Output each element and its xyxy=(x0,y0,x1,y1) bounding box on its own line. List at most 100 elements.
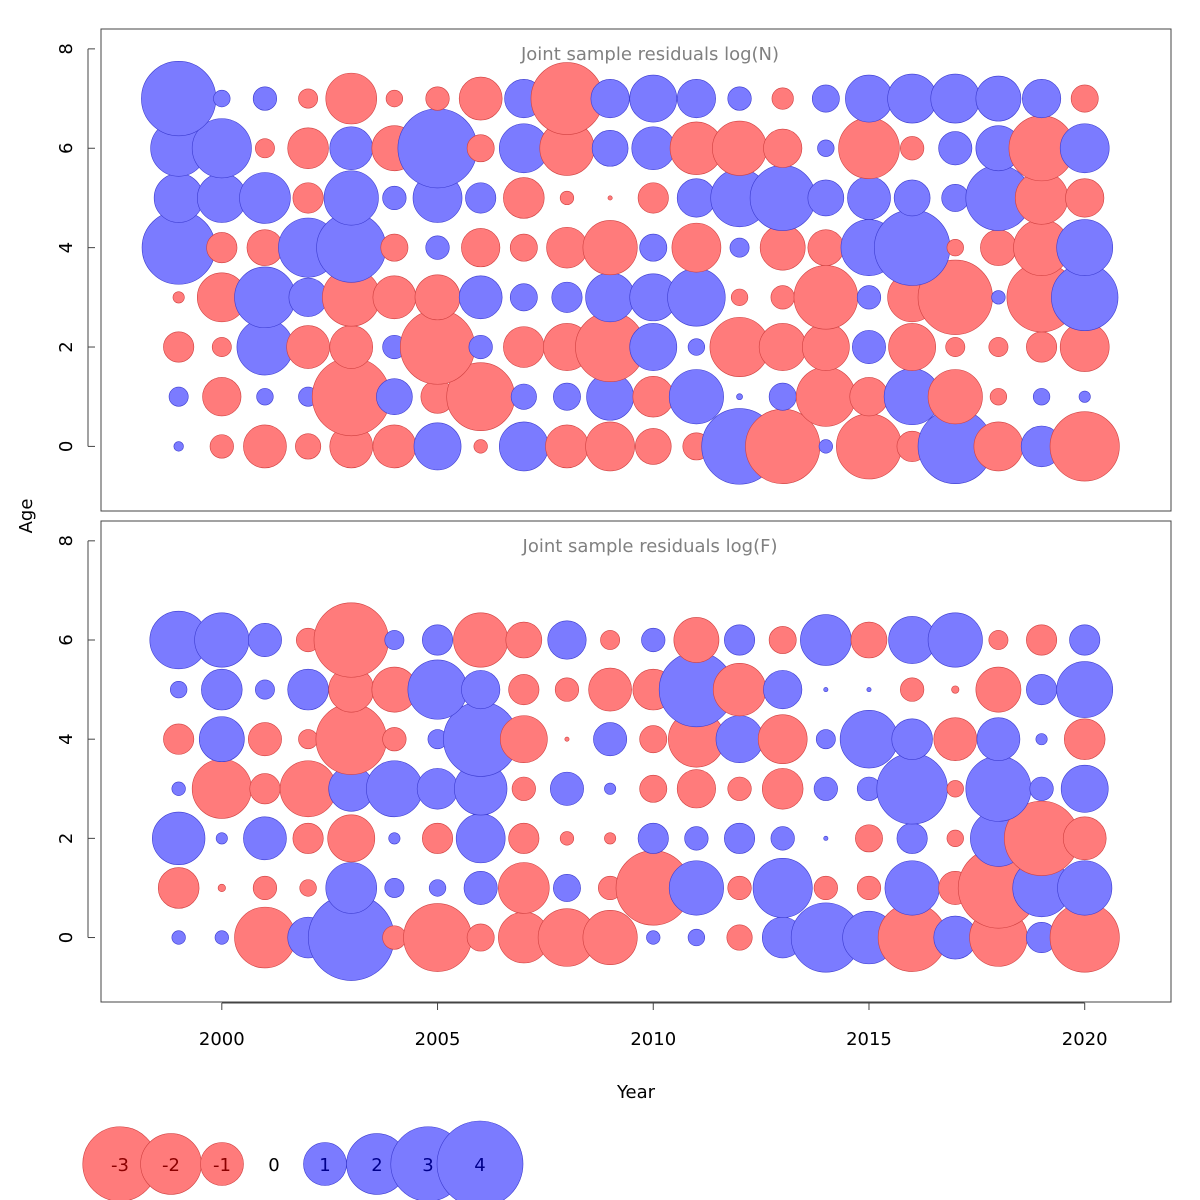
bubble xyxy=(980,229,1017,266)
legend-bubble xyxy=(200,1142,244,1186)
bubble xyxy=(687,338,706,356)
bubble xyxy=(763,670,803,710)
y-tick-label: 8 xyxy=(56,43,77,54)
bubble xyxy=(286,325,330,369)
bubble xyxy=(376,378,413,416)
bubble xyxy=(807,229,845,266)
legend-label: -2 xyxy=(162,1155,180,1176)
bubble xyxy=(299,879,317,897)
bubble xyxy=(191,118,252,179)
bubble xyxy=(468,334,493,360)
bubble xyxy=(202,377,242,417)
bubble xyxy=(1035,733,1048,746)
bubble xyxy=(553,874,581,902)
bubble xyxy=(945,337,966,357)
panel-logN-title: Joint sample residuals log(N) xyxy=(520,44,779,65)
bubble xyxy=(191,758,252,819)
y-tick-label: 6 xyxy=(56,143,77,154)
bubble xyxy=(975,666,1022,713)
bubble xyxy=(866,687,872,693)
bubble xyxy=(632,376,674,418)
bubble xyxy=(388,832,401,845)
bubble xyxy=(585,272,635,323)
bubble xyxy=(817,139,835,157)
bubble xyxy=(252,86,278,111)
bubble xyxy=(403,903,472,972)
bubble xyxy=(505,621,543,659)
bubble xyxy=(172,291,185,304)
bubble xyxy=(329,126,374,171)
bubble xyxy=(585,421,635,472)
bubble xyxy=(380,233,409,262)
bubble xyxy=(1026,624,1058,656)
bubble xyxy=(198,716,245,763)
bubble xyxy=(593,722,628,757)
bubble xyxy=(163,723,195,755)
bubble xyxy=(759,224,806,271)
bubble xyxy=(988,337,1009,357)
bubble xyxy=(975,75,1022,122)
bubble xyxy=(730,288,749,306)
bubble xyxy=(847,176,891,220)
legend: -3 -2 -1 0 1 2 3 4 xyxy=(82,1120,524,1200)
bubble xyxy=(141,61,217,137)
bubble xyxy=(763,128,803,168)
bubble xyxy=(758,323,807,371)
bubble xyxy=(243,424,287,469)
legend-label: -1 xyxy=(213,1155,231,1176)
bubble xyxy=(815,729,836,750)
bubble xyxy=(712,120,768,176)
bubble xyxy=(249,773,281,805)
bubble xyxy=(807,179,845,217)
bubble xyxy=(736,393,743,401)
bubble xyxy=(407,659,468,720)
bubble xyxy=(372,424,417,469)
panel-logN-y-axis: 0 2 4 6 8 xyxy=(56,43,95,452)
bubble xyxy=(298,729,319,750)
bubble xyxy=(325,72,377,125)
bubble xyxy=(163,331,195,363)
bubble xyxy=(646,930,661,945)
bubble xyxy=(927,612,983,668)
bubble xyxy=(295,433,322,460)
bubble xyxy=(413,422,462,471)
bubble xyxy=(255,138,275,159)
bubble xyxy=(463,870,498,905)
bubble xyxy=(712,662,767,717)
bubble xyxy=(845,74,893,123)
bubble xyxy=(399,309,476,385)
y-tick-label: 2 xyxy=(56,833,77,844)
bubble xyxy=(604,832,617,845)
bubble xyxy=(372,275,417,320)
bubble xyxy=(508,674,540,706)
bubble xyxy=(873,209,951,286)
bubble xyxy=(800,614,852,666)
bubble xyxy=(715,715,764,764)
bubble xyxy=(466,923,495,952)
bubble xyxy=(668,369,724,425)
bubble xyxy=(385,89,404,108)
bubble xyxy=(559,831,575,846)
bubble xyxy=(503,177,545,219)
bubble xyxy=(384,878,405,898)
bubble xyxy=(248,722,282,757)
bubble xyxy=(214,930,229,945)
bubble xyxy=(384,630,405,650)
panel-logN: Joint sample residuals log(N) 0 2 4 6 8 xyxy=(56,28,1172,512)
bubble xyxy=(637,182,669,214)
legend-label: 0 xyxy=(268,1155,279,1176)
bubble xyxy=(768,382,797,411)
bubble xyxy=(1069,624,1101,656)
bubble xyxy=(676,769,716,809)
bubble xyxy=(510,383,537,410)
panel-logF-frame xyxy=(100,520,1172,1003)
bubble xyxy=(382,925,407,950)
bubble xyxy=(604,782,617,795)
x-tick-label: 2010 xyxy=(630,1029,676,1050)
bubble xyxy=(639,774,668,803)
bubble xyxy=(255,679,275,700)
bubble xyxy=(676,178,716,218)
bubble xyxy=(209,434,234,459)
bubble xyxy=(888,323,936,371)
bubble xyxy=(1049,411,1120,482)
